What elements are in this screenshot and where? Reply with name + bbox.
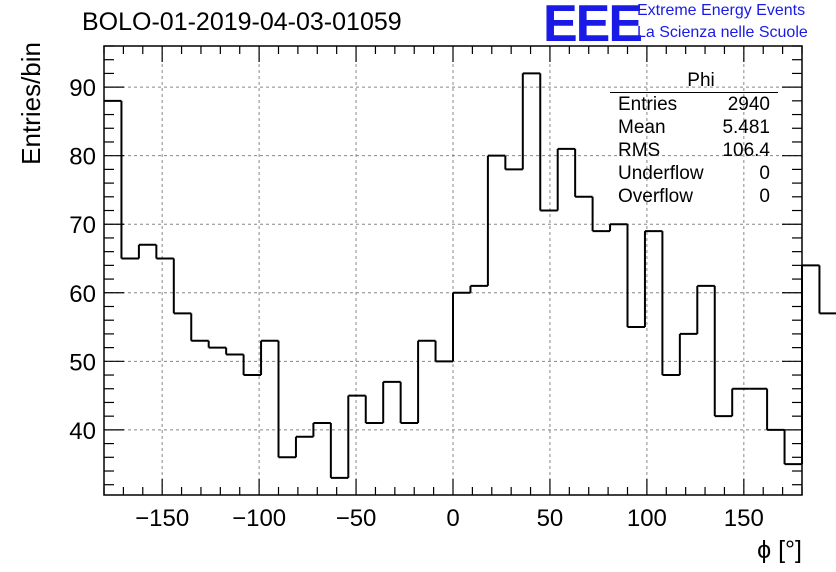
y-axis-label: Entries/bin [16,42,46,165]
stats-label: Entries [618,94,678,115]
y-tick-label: 90 [69,75,96,102]
stats-label: Underflow [618,163,704,184]
y-tick-label: 70 [69,212,96,239]
y-tick-label: 60 [69,281,96,308]
stats-row-rms: RMS 106.4 [610,139,778,162]
histogram-title: BOLO-01-2019-04-03-01059 [82,8,402,36]
y-tick-label: 80 [69,144,96,171]
x-tick-label: −150 [135,505,189,532]
logo-subtitle-line2: La Scienza nelle Scuole [637,24,808,41]
stats-row-mean: Mean 5.481 [610,116,778,139]
eee-logo: EEE [543,0,643,53]
x-axis-label: ϕ [°] [757,536,802,564]
stats-value: 106.4 [722,140,770,161]
x-tick-label: 50 [537,505,564,532]
y-tick-label: 40 [69,418,96,445]
stats-row-entries: Entries 2940 [610,93,778,116]
stats-label: Mean [618,117,666,138]
x-tick-label: −100 [232,505,286,532]
x-tick-label: 0 [446,505,459,532]
logo-subtitle-line1: Extreme Energy Events [637,2,806,19]
y-tick-label: 50 [69,349,96,376]
x-tick-label: 100 [627,505,667,532]
stats-label: RMS [618,140,661,161]
stats-box-title: Phi [610,70,778,93]
stats-value: 0 [759,186,770,207]
stats-label: Overflow [618,186,693,207]
stats-value: 5.481 [722,117,770,138]
stats-row-overflow: Overflow 0 [610,185,778,208]
stats-row-underflow: Underflow 0 [610,162,778,185]
x-tick-label: −50 [336,505,377,532]
stats-value: 2940 [727,94,770,115]
stats-value: 0 [759,163,770,184]
stats-box: Phi Entries 2940 Mean 5.481 RMS 106.4 Un… [610,70,778,208]
x-tick-label: 150 [724,505,764,532]
